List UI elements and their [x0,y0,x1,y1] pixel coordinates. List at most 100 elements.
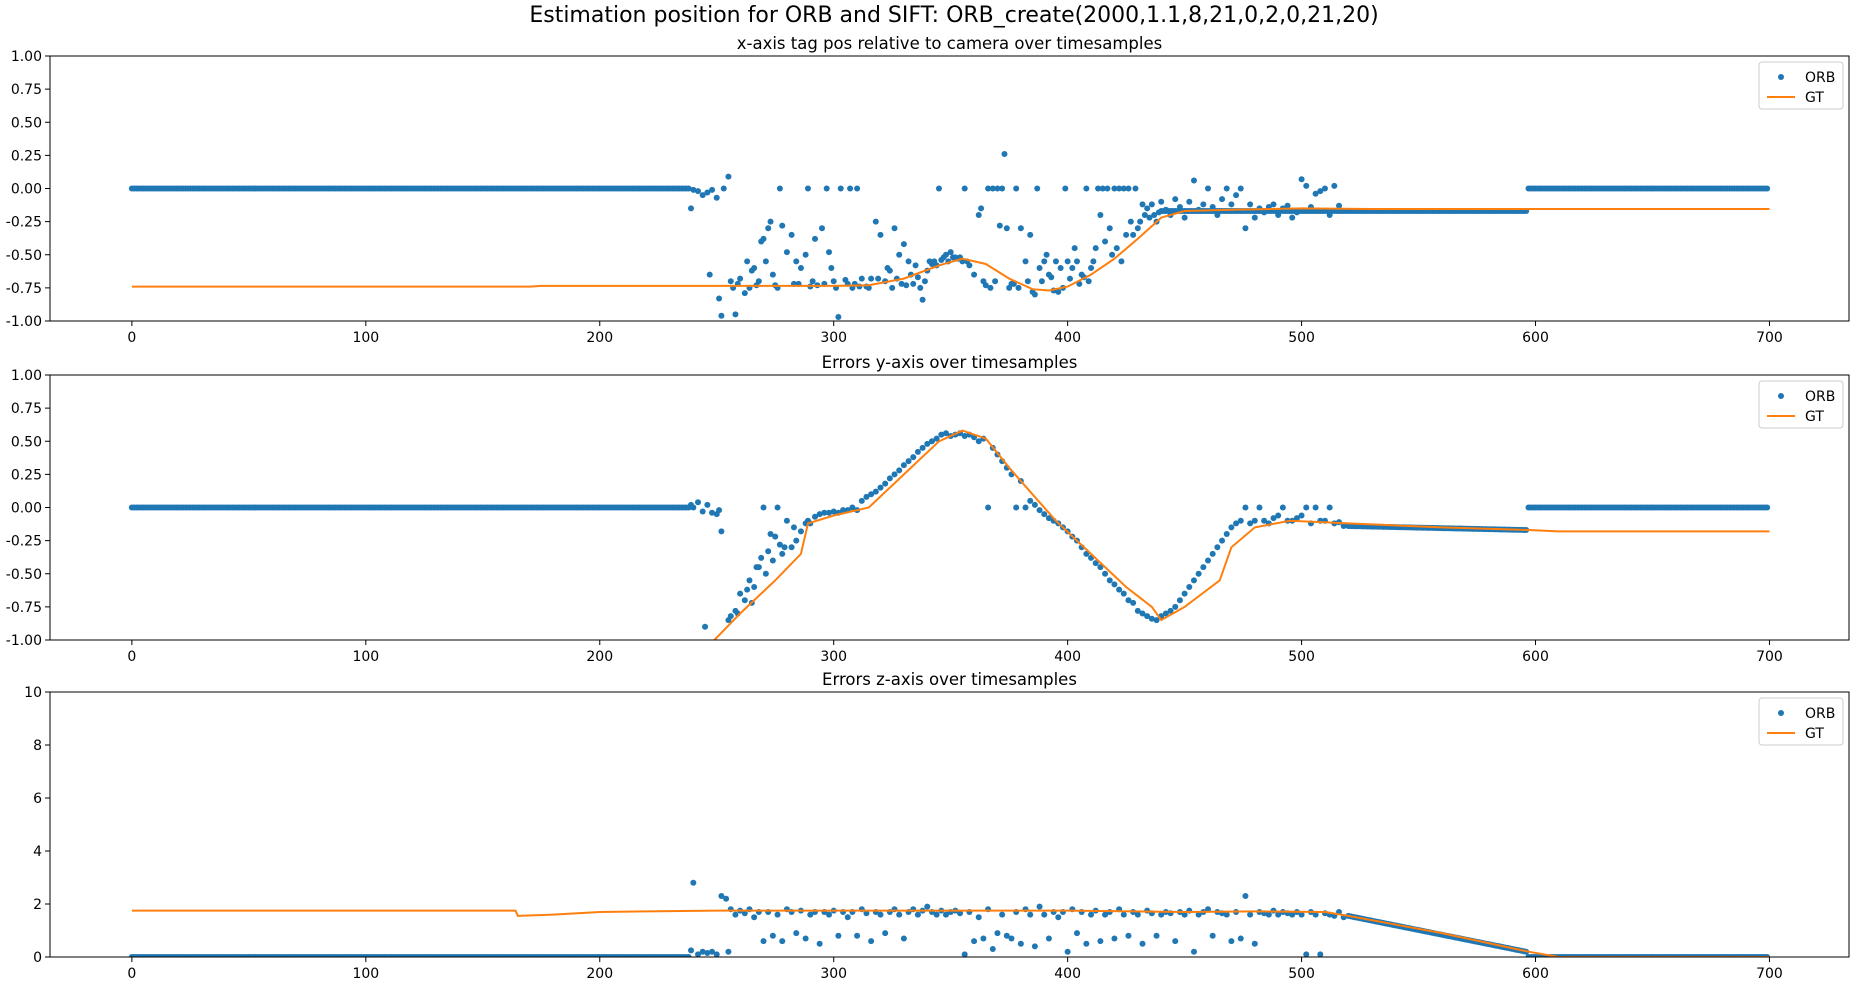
orb-point [744,258,751,265]
orb-point [1261,209,1268,216]
orb-point [699,508,706,515]
orb-point [849,504,856,511]
x-tick-label: 600 [1522,330,1549,346]
orb-point [896,911,903,918]
orb-point [1195,911,1202,918]
orb-point [828,265,835,271]
orb-point [751,265,758,271]
orb-point [1045,515,1052,522]
orb-point [942,911,949,918]
orb-point [1099,185,1106,192]
orb-point [1289,214,1296,221]
orb-point [1106,577,1113,584]
orb-point [1312,190,1319,197]
orb-point [762,570,769,577]
y-tick-label: 0.75 [11,82,42,98]
orb-point [1172,603,1179,610]
orb-point [1247,520,1254,527]
x-tick-label: 500 [1288,966,1315,982]
orb-point [1118,258,1125,265]
y-tick-label: 6 [33,791,42,807]
orb-point [924,440,931,447]
orb-point [1172,938,1179,945]
y-tick-label: 0.50 [11,115,42,131]
y-tick-label: 0.75 [11,401,42,417]
series-orb [128,430,1771,630]
orb-point [1298,911,1305,918]
orb-point [903,282,910,289]
orb-point [1219,537,1226,544]
orb-point [1298,512,1305,519]
orb-point [830,278,837,285]
axes-frame [49,691,1850,958]
orb-point [900,241,907,248]
orb-point [910,454,917,461]
orb-point [1237,517,1244,524]
orb-point [877,484,884,491]
orb-point [942,251,949,258]
orb-point [716,507,723,514]
orb-point [1205,185,1212,192]
orb-point [1148,615,1155,622]
orb-point [793,930,800,937]
orb-point [882,480,889,487]
orb-point [802,251,809,258]
orb-point [865,284,872,291]
orb-point [687,205,694,212]
orb-point [1104,185,1111,192]
orb-point [781,544,788,551]
orb-point [847,185,854,192]
orb-point [914,274,921,281]
orb-point [695,188,702,195]
orb-point [1261,517,1268,524]
orb-point [1237,935,1244,942]
series-gt-line [131,909,1770,957]
orb-point [690,186,697,193]
orb-point [999,185,1006,192]
orb-point [1228,201,1235,208]
orb-point [695,499,702,506]
y-tick-label: -0.25 [6,215,42,231]
orb-point [912,262,919,269]
orb-point [826,509,833,516]
orb-point [1027,231,1034,238]
orb-point [1069,265,1076,271]
y-tick-label: 2 [33,897,42,913]
orb-point [758,554,765,561]
orb-point [896,467,903,474]
orb-point [1120,185,1127,192]
y-tick-label: 1.00 [11,49,42,65]
orb-point [985,185,992,192]
orb-point [709,186,716,193]
orb-point [1097,564,1104,571]
orb-point [783,517,790,524]
orb-point [891,225,898,232]
orb-point [935,185,942,192]
orb-point [837,185,844,192]
orb-point [996,222,1003,229]
orb-point [723,895,730,902]
plot-area [128,879,1771,957]
orb-point [1106,225,1113,232]
orb-point [1279,504,1286,511]
orb-point [783,249,790,256]
orb-point [1155,209,1162,216]
orb-point [1088,265,1095,271]
orb-point [762,258,769,265]
orb-point [704,189,711,196]
orb-point [1052,258,1059,265]
x-tick-label: 700 [1756,649,1783,665]
orb-point [1336,202,1343,209]
orb-point [957,910,964,917]
orb-point [1209,932,1216,939]
orb-point [713,951,720,957]
x-tick-label: 600 [1522,649,1549,665]
orb-point [1036,507,1043,514]
orb-point [1219,196,1226,203]
orb-point [868,938,875,945]
chart-title: Errors z-axis over timesamples [822,670,1077,689]
orb-point [910,280,917,287]
orb-point [1321,185,1328,192]
orb-point [1139,201,1146,208]
orb-point [720,185,727,192]
